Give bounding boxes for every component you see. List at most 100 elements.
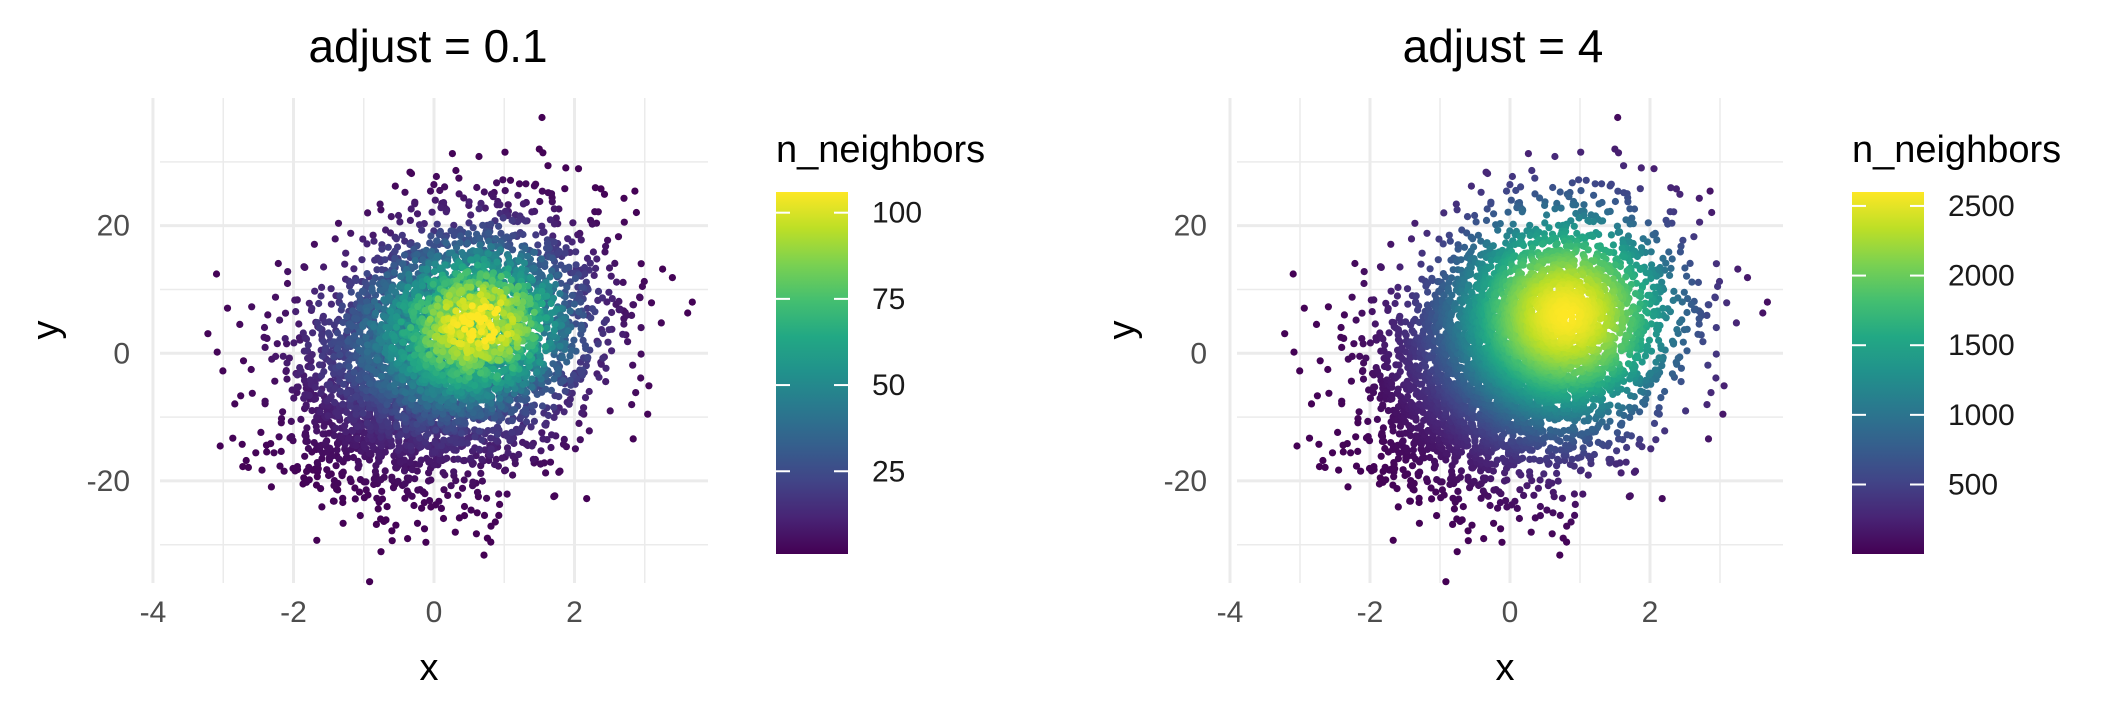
data-point — [522, 409, 530, 417]
data-point — [637, 260, 645, 268]
data-point — [561, 265, 569, 273]
data-point — [559, 377, 568, 385]
data-point — [542, 314, 551, 322]
data-point — [343, 313, 351, 321]
data-point — [536, 325, 544, 333]
data-point — [571, 274, 580, 283]
data-point — [339, 494, 347, 502]
data-point — [426, 340, 434, 348]
data-point — [313, 427, 321, 435]
data-point — [572, 248, 580, 256]
data-point — [372, 343, 380, 351]
data-point — [311, 395, 320, 403]
data-point — [475, 445, 483, 453]
data-point — [464, 239, 472, 247]
data-point — [632, 208, 641, 217]
data-point — [478, 436, 486, 444]
data-point — [327, 392, 335, 401]
data-point — [467, 211, 475, 219]
data-point — [392, 235, 400, 243]
data-point — [392, 323, 400, 331]
data-point — [533, 368, 541, 376]
data-point — [552, 214, 560, 222]
data-point — [360, 440, 368, 448]
data-point — [495, 222, 503, 230]
data-point — [293, 463, 301, 471]
data-point — [496, 500, 504, 508]
data-point — [324, 329, 333, 337]
data-point — [276, 462, 284, 470]
data-point — [453, 370, 461, 378]
data-point — [536, 460, 545, 468]
data-point — [581, 263, 589, 272]
data-point — [566, 307, 574, 315]
data-point — [506, 347, 514, 355]
data-point — [347, 288, 355, 296]
data-point — [464, 230, 472, 238]
data-point — [343, 408, 351, 416]
data-point — [477, 411, 485, 419]
data-point — [458, 484, 467, 492]
data-point — [378, 266, 386, 274]
data-point — [377, 548, 385, 556]
data-point — [602, 242, 610, 250]
data-point — [577, 325, 585, 333]
data-point — [619, 278, 627, 286]
data-point — [457, 429, 465, 437]
data-point — [577, 368, 585, 376]
data-point — [382, 281, 390, 289]
data-point — [565, 400, 573, 408]
data-point — [358, 256, 366, 264]
data-point — [501, 466, 510, 474]
data-point — [430, 181, 438, 189]
data-point — [440, 486, 448, 494]
data-point — [372, 309, 380, 317]
data-point — [581, 270, 589, 278]
data-point — [324, 412, 332, 420]
data-point — [413, 210, 422, 218]
data-point — [340, 380, 348, 388]
data-point — [477, 328, 485, 336]
data-point — [605, 264, 614, 272]
data-point — [461, 456, 469, 465]
data-point — [527, 274, 535, 282]
data-point — [335, 455, 343, 463]
data-point — [362, 333, 370, 341]
data-point — [594, 287, 603, 295]
data-point — [608, 295, 616, 303]
data-point — [378, 495, 387, 503]
data-point — [507, 408, 515, 416]
data-point — [352, 276, 360, 285]
data-point — [271, 293, 280, 301]
data-point — [581, 394, 590, 402]
data-point — [600, 190, 609, 198]
data-point — [258, 466, 266, 474]
data-point — [346, 414, 354, 422]
data-point — [455, 190, 463, 198]
data-point — [385, 293, 393, 301]
data-point — [538, 402, 547, 410]
data-point — [498, 454, 506, 462]
data-point — [561, 185, 569, 193]
data-point — [508, 364, 516, 372]
data-point — [594, 340, 602, 348]
data-point — [607, 272, 615, 280]
data-point — [231, 400, 239, 408]
data-point — [239, 357, 248, 365]
data-point — [363, 348, 371, 356]
data-point — [561, 249, 569, 257]
data-point — [407, 442, 415, 450]
data-point — [390, 332, 398, 340]
data-point — [548, 431, 556, 439]
data-point — [315, 299, 323, 308]
data-point — [408, 466, 416, 474]
data-point — [543, 324, 551, 332]
data-point — [445, 291, 453, 299]
data-point — [429, 308, 437, 316]
data-point — [330, 432, 338, 440]
data-point — [339, 400, 347, 408]
data-point — [399, 329, 408, 337]
data-point — [480, 297, 488, 305]
data-point — [497, 334, 506, 342]
data-point — [475, 205, 483, 213]
